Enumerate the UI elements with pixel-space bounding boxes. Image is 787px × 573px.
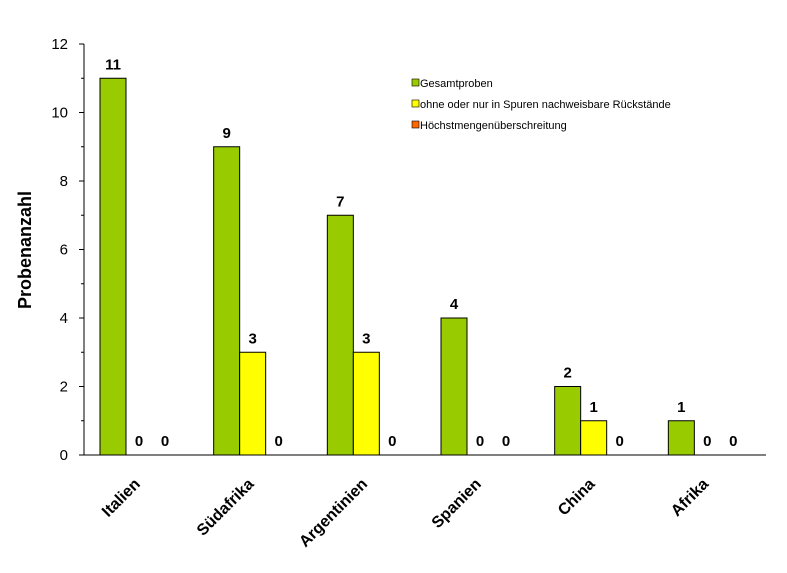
data-label: 1	[677, 399, 685, 416]
y-tick-label: 8	[60, 173, 68, 190]
bar-1-1	[239, 351, 267, 456]
data-label: 9	[222, 125, 230, 142]
category-label: Argentinien	[296, 476, 371, 551]
y-axis-title: Probenanzahl	[15, 191, 35, 309]
category-label: China	[555, 476, 599, 520]
data-label: 1	[589, 399, 597, 416]
legend-label: Höchstmengenüberschreitung	[420, 120, 567, 132]
legend-label: ohne oder nur in Spuren nachweisbare Rüc…	[420, 99, 671, 111]
legend-swatch	[411, 78, 420, 87]
legend-label: Gesamtproben	[420, 78, 493, 90]
category-label: Spanien	[429, 476, 485, 532]
category-label: Italien	[99, 476, 144, 521]
bar-0-3	[440, 317, 468, 456]
legend-swatch	[411, 120, 420, 129]
data-label: 0	[135, 433, 143, 450]
bar-1-2	[352, 351, 380, 456]
data-label: 4	[450, 296, 459, 313]
data-label: 0	[388, 433, 396, 450]
bar-0-4	[554, 386, 582, 456]
data-label: 11	[105, 56, 121, 73]
bar-0-5	[667, 420, 695, 456]
data-label: 0	[476, 433, 484, 450]
y-tick-label: 6	[60, 242, 68, 259]
y-tick-label: 0	[60, 447, 68, 464]
data-label: 3	[362, 330, 370, 347]
y-tick-label: 10	[51, 105, 68, 122]
legend-swatch	[411, 99, 420, 108]
data-label: 0	[615, 433, 623, 450]
chart-data-labels: 11 0 0 9 3 0 7 3 0 4 0 0 2 1 0 1 0 0	[105, 56, 737, 450]
data-label: 0	[502, 433, 510, 450]
category-label: Südafrika	[194, 476, 258, 540]
bar-0-0	[99, 77, 127, 456]
data-label: 7	[336, 193, 344, 210]
data-label: 3	[248, 330, 256, 347]
data-label: 0	[729, 433, 737, 450]
y-tick-label: 2	[60, 379, 68, 396]
data-label: 0	[274, 433, 282, 450]
category-label: Afrika	[668, 476, 712, 520]
data-label: 0	[703, 433, 711, 450]
bar-0-2	[326, 214, 354, 456]
y-tick-label: 4	[60, 310, 68, 327]
chart-category-labels: Italien Südafrika Argentinien Spanien China A…	[99, 476, 712, 551]
y-tick-label: 12	[51, 36, 68, 53]
data-label: 0	[161, 433, 169, 450]
bar-1-4	[580, 420, 608, 456]
chart-legend: Gesamtproben ohne oder nur in Spuren nach…	[411, 78, 671, 132]
bar-0-1	[213, 146, 241, 456]
chart-bars	[99, 77, 695, 456]
data-label: 2	[563, 365, 571, 382]
